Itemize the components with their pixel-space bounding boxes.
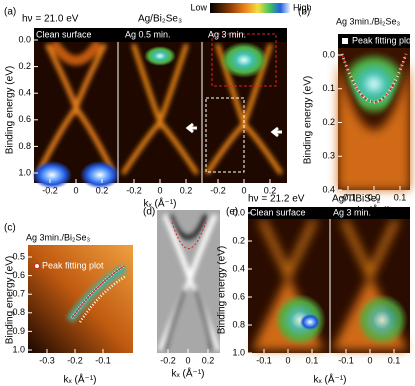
y-tick-label: 0.0: [18, 34, 31, 44]
legend: Peak fitting plot: [42, 260, 104, 270]
panel-title: Ag/TlBiSe₂: [332, 194, 380, 205]
x-tick-label: 0: [367, 355, 372, 365]
x-tick-label: -0.2: [67, 355, 83, 365]
x-axis-label: kₓ (Å⁻¹): [314, 373, 347, 386]
x-tick-label: 0: [285, 355, 290, 365]
y-axis-label: Binding energy (eV): [5, 66, 16, 154]
panel-title: Ag 3min./Bi₂Se₃: [26, 232, 91, 242]
x-axis-label: kₓ (Å⁻¹): [64, 373, 97, 386]
y-tick-label: 0.0: [322, 49, 335, 59]
x-tick-label: -0.1: [338, 355, 354, 365]
y-axis-label: Binding energy (eV): [5, 256, 16, 344]
colorbar: [210, 3, 290, 13]
subpanel-label: Ag 0.5 min.: [125, 29, 171, 39]
ticks: 0.0 0.2 0.4 0.6 0.8 1.0 0.0 0.1 0.2 0.3 0.4 0.5 0.6 0…: [12, 34, 406, 365]
colorbar-high: High: [293, 2, 312, 12]
panel-label: (b): [298, 7, 310, 18]
x-tick-label: 0: [157, 185, 162, 195]
y-tick-label: 0.6: [232, 291, 245, 301]
panel-label: (d): [143, 207, 155, 218]
y-tick-label: 0.6: [18, 114, 31, 124]
x-tick-label: 0.1: [388, 355, 401, 365]
x-tick-label: -0.2: [42, 185, 58, 195]
y-tick-label: 0.5: [12, 251, 25, 261]
y-tick-label: 0.2: [232, 235, 245, 245]
subpanel-label: Ag 3 min.: [333, 207, 371, 217]
x-tick-label: 0.0: [368, 192, 381, 202]
panel-d: (d) kₓ (Å⁻¹): [143, 207, 220, 380]
y-tick-label: 0.0: [232, 207, 245, 217]
x-tick-label: -0.2: [160, 355, 176, 365]
panel-title: Ag 3min./Bi₂Se₃: [336, 16, 401, 26]
y-axis-label: Binding energy (eV): [217, 246, 228, 334]
x-tick-label: 0: [73, 185, 78, 195]
x-tick-label: 0: [241, 185, 246, 195]
x-tick-label: 0.2: [202, 355, 215, 365]
x-axis-label: kₓ (Å⁻¹): [144, 197, 177, 210]
x-tick-label: -0.1: [256, 355, 272, 365]
x-axis-label: kₓ (Å⁻¹): [172, 367, 205, 380]
y-tick-label: 0.1: [322, 83, 335, 93]
subpanel-label: Ag 3 min.: [208, 29, 246, 39]
panel-label: (e): [226, 207, 238, 218]
y-tick-label: 0.2: [18, 61, 31, 71]
y-tick-label: 0.7: [12, 289, 25, 299]
subpanel-label: Clean surface: [250, 207, 306, 217]
y-tick-label: 0.3: [322, 151, 335, 161]
subpanel-label: Clean surface: [36, 29, 92, 39]
panel-c: (c) Ag 3min./Bi₂Se₃ Peak fitting plot Bi…: [4, 223, 133, 386]
y-tick-label: 0.8: [12, 307, 25, 317]
x-tick-label: 0.2: [96, 185, 109, 195]
y-tick-label: 0.4: [232, 263, 245, 273]
y-tick-label: 1.0: [232, 347, 245, 357]
x-tick-label: -0.1: [340, 192, 356, 202]
photon-energy: hν = 21.2 eV: [248, 194, 305, 205]
x-tick-label: -0.2: [126, 185, 142, 195]
panel-title: Ag/Bi₂Se₃: [138, 14, 182, 25]
y-tick-label: 0.4: [322, 184, 335, 194]
y-tick-label: 1.0: [12, 344, 25, 354]
x-tick-label: -0.3: [39, 355, 55, 365]
x-tick-label: 0.2: [180, 185, 193, 195]
x-tick-label: -0.2: [210, 185, 226, 195]
x-tick-label: 0.1: [306, 355, 319, 365]
y-tick-label: 0.8: [232, 319, 245, 329]
y-tick-label: 0.9: [12, 326, 25, 336]
y-tick-label: 0.8: [18, 141, 31, 151]
x-tick-label: 0.1: [394, 192, 407, 202]
panel-b: (b) Ag 3min./Bi₂Se₃ Peak fitting plot Bi…: [298, 7, 414, 217]
y-tick-label: 0.2: [322, 117, 335, 127]
panel-a: (a) hν = 21.0 eV Ag/Bi₂Se₃ Clean surface…: [4, 7, 287, 210]
y-tick-label: 1.0: [18, 167, 31, 177]
y-axis-label: Binding energy (eV): [303, 76, 314, 164]
photon-energy: hν = 21.0 eV: [22, 14, 79, 25]
panel-label: (a): [4, 7, 16, 18]
y-tick-label: 0.6: [12, 270, 25, 280]
colorbar-low: Low: [190, 2, 207, 12]
panel-e: (e) hν = 21.2 eV Ag/TlBiSe₂ Clean surfac…: [217, 194, 410, 386]
x-tick-label: 0: [185, 355, 190, 365]
y-tick-label: 0.4: [18, 88, 31, 98]
x-tick-label: -0.1: [95, 355, 111, 365]
legend: Peak fitting plot: [352, 35, 414, 45]
panel-label: (c): [4, 223, 16, 234]
x-tick-label: 0.2: [264, 185, 277, 195]
